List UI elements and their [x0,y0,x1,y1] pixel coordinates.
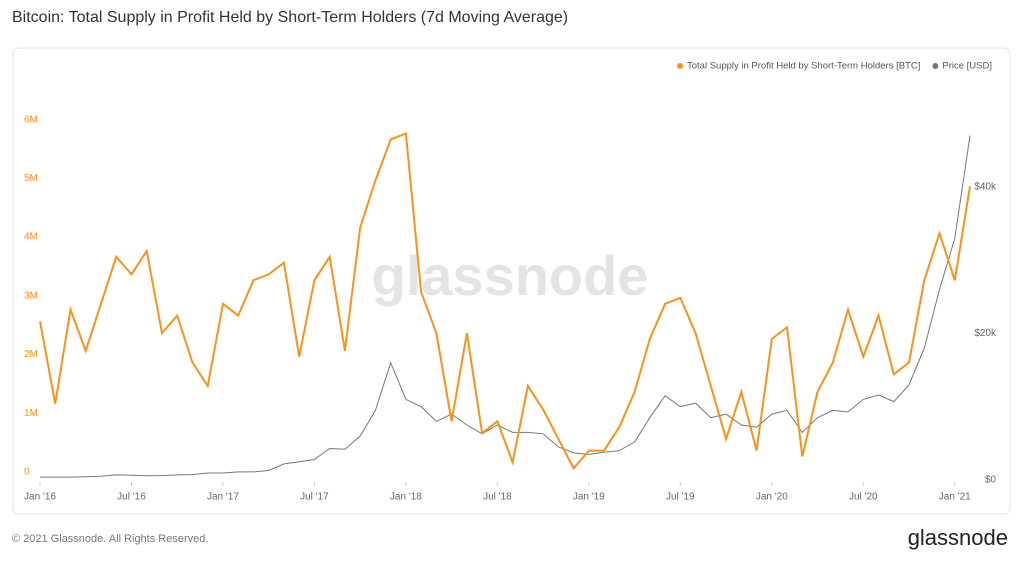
x-tick-label: Jan '19 [573,492,605,503]
x-tick-label: Jan '20 [756,492,788,503]
x-tick-label: Jul '19 [666,492,695,503]
logo: glassnode [908,525,1008,550]
y2-tick-label: $40k [974,182,997,193]
y-tick-label: 3M [24,290,38,301]
chart-frame [12,47,1011,515]
y-tick-label: 2M [24,349,38,360]
legend-label: Total Supply in Profit Held by Short-Ter… [687,61,920,72]
x-tick-label: Jul '16 [117,492,146,503]
y2-tick-label: $20k [974,328,997,339]
x-tick-label: Jul '20 [849,492,878,503]
series-line [39,132,971,471]
y-tick-label: 1M [24,408,38,419]
x-tick-label: Jan '17 [207,492,239,503]
legend-swatch [932,63,939,69]
legend-label: Price [USD] [942,61,992,72]
x-tick-label: Jul '18 [483,492,512,503]
y-tick-label: 5M [24,173,38,184]
legend-swatch [677,63,683,69]
watermark: glassnode [372,244,649,307]
x-tick-label: Jul '17 [300,492,329,503]
y-tick-label: 4M [24,232,38,243]
y2-tick-label: $0 [985,475,997,486]
y-tick-label: 0 [24,467,30,478]
x-tick-label: Jan '16 [24,492,56,503]
y-tick-label: 6M [24,114,38,125]
series-line [40,135,971,478]
footer: © 2021 Glassnode. All Rights Reserved. [12,533,208,545]
x-tick-label: Jan '21 [939,492,971,503]
x-tick-label: Jan '18 [390,492,422,503]
chart-title: Bitcoin: Total Supply in Profit Held by … [12,9,568,26]
